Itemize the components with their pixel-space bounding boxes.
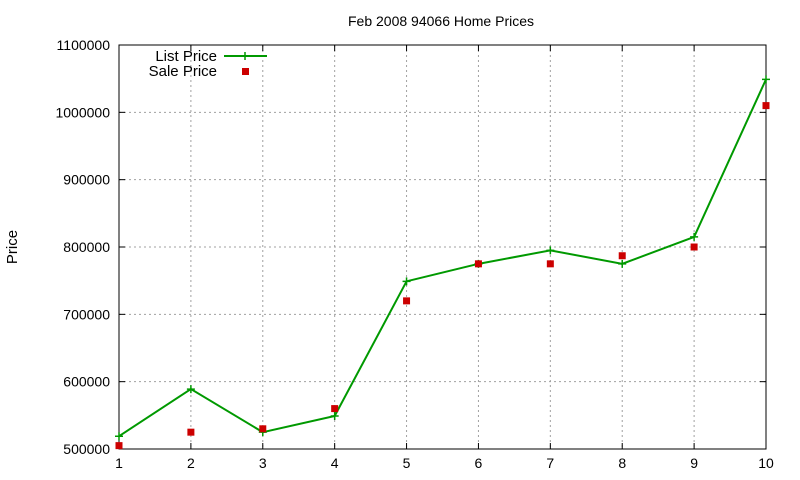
plot-area-frame: [118, 44, 767, 450]
x-tick-label: 7: [546, 455, 554, 471]
y-tick-label: 700000: [63, 306, 110, 322]
sale-price-point: [474, 260, 482, 268]
x-tick-label: 3: [259, 455, 267, 471]
sale-price-point: [403, 297, 411, 305]
data-series: [115, 75, 770, 450]
list-price-point: [546, 246, 555, 255]
x-tick-label: 5: [403, 455, 411, 471]
legend-label-sale-price: Sale Price: [149, 63, 217, 80]
x-tick-label: 1: [115, 455, 123, 471]
list-price-point: [330, 412, 339, 421]
sale-price-point: [331, 405, 339, 413]
y-tick-label: 600000: [63, 374, 110, 390]
y-tick-label: 800000: [63, 239, 110, 255]
sale-price-point: [187, 428, 195, 436]
sale-price-point: [762, 102, 770, 110]
x-tick-label: 4: [331, 455, 339, 471]
sale-price-point: [259, 425, 267, 433]
list-price-point: [402, 277, 411, 286]
x-tick-label: 8: [618, 455, 626, 471]
list-price-point: [762, 75, 770, 84]
sale-price-point: [690, 243, 698, 251]
y-tick-label: 500000: [63, 441, 110, 457]
y-tick-label: 1000000: [55, 104, 110, 120]
legend-marker-sale-price: [242, 68, 249, 75]
x-tick-label: 6: [475, 455, 483, 471]
y-tick-label: 1100000: [57, 37, 111, 53]
axis-ticks: 5000006000007000008000009000001000000110…: [55, 37, 774, 471]
sale-price-point: [546, 260, 554, 268]
series-line-list-price: [118, 78, 767, 438]
legend: List Price Sale Price: [149, 48, 267, 80]
list-price-point: [618, 259, 627, 268]
x-tick-label: 2: [187, 455, 195, 471]
grid-lines: [119, 45, 766, 449]
sale-price-point: [618, 252, 626, 260]
chart-title: Feb 2008 94066 Home Prices: [348, 13, 534, 29]
legend-marker-list-price: [241, 52, 249, 60]
x-tick-label: 9: [690, 455, 698, 471]
list-price-point: [115, 432, 123, 441]
legend-label-list-price: List Price: [155, 48, 217, 65]
sale-price-point: [115, 442, 123, 450]
y-tick-label: 900000: [63, 172, 110, 188]
list-price-point: [186, 385, 195, 394]
list-price-point: [690, 232, 699, 241]
x-tick-label: 10: [758, 455, 774, 471]
y-axis-label: Price: [4, 230, 21, 264]
